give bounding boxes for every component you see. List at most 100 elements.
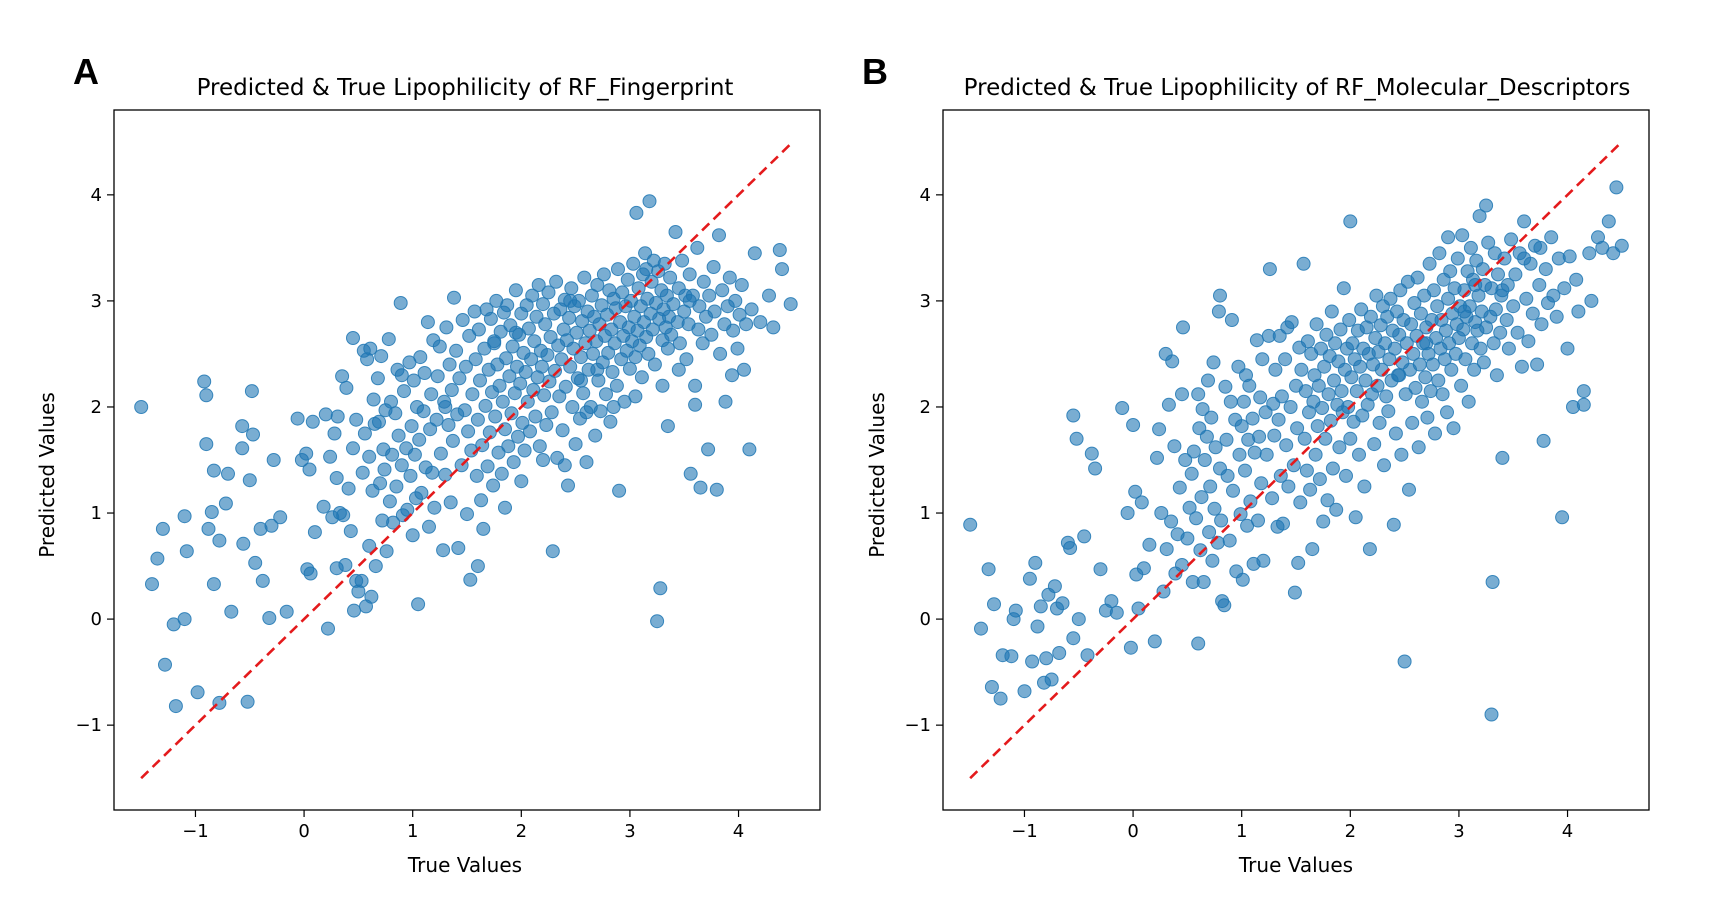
data-point: [388, 406, 403, 421]
data-point: [707, 304, 722, 319]
data-point: [1353, 359, 1368, 374]
data-point: [316, 499, 331, 514]
data-point: [1334, 384, 1349, 399]
data-point: [470, 559, 485, 574]
data-point: [1189, 511, 1204, 526]
data-point: [558, 379, 573, 394]
data-point: [537, 388, 552, 403]
data-point: [688, 397, 703, 412]
data-point: [726, 323, 741, 338]
data-point: [1136, 561, 1151, 576]
data-point: [494, 466, 509, 481]
data-point: [1341, 400, 1356, 414]
data-point: [465, 387, 480, 402]
data-point: [177, 509, 192, 524]
data-point: [527, 334, 542, 349]
data-point: [384, 394, 398, 409]
data-point: [713, 346, 728, 361]
data-point: [536, 297, 550, 312]
data-point: [606, 400, 621, 414]
data-point: [488, 409, 503, 424]
data-point: [1311, 378, 1326, 393]
data-point: [318, 407, 333, 422]
data-point: [1443, 264, 1458, 279]
data-point: [1324, 304, 1339, 319]
x-tick-label-a: 0: [298, 821, 309, 842]
data-point: [303, 566, 318, 581]
data-point: [1450, 251, 1465, 266]
data-point: [1555, 510, 1570, 525]
data-point: [177, 612, 192, 627]
data-point: [381, 332, 396, 347]
data-point: [605, 365, 620, 379]
data-point: [725, 368, 739, 383]
data-point: [1201, 373, 1215, 388]
data-point: [612, 483, 627, 498]
data-point: [441, 418, 456, 432]
data-point: [290, 411, 305, 426]
data-point: [1178, 453, 1193, 467]
data-point: [1408, 380, 1423, 395]
data-point: [404, 419, 419, 434]
data-point: [1262, 262, 1277, 277]
data-point: [1402, 482, 1416, 497]
data-point: [511, 429, 525, 444]
data-point: [615, 285, 630, 300]
data-point: [1278, 352, 1293, 367]
data-point: [544, 405, 559, 420]
data-point: [429, 412, 444, 427]
data-point: [339, 380, 354, 395]
data-point: [1601, 214, 1616, 229]
data-point: [1226, 483, 1240, 498]
data-point: [1004, 649, 1019, 664]
data-point: [1088, 461, 1103, 476]
data-point: [197, 374, 212, 389]
data-point: [549, 274, 564, 289]
data-point: [564, 281, 579, 296]
data-point: [457, 403, 472, 418]
data-point: [536, 453, 550, 467]
data-point: [224, 604, 239, 619]
data-point: [483, 311, 498, 326]
data-point: [1294, 362, 1309, 377]
data-point: [1576, 384, 1591, 399]
data-point: [1517, 214, 1532, 229]
data-point: [732, 307, 747, 322]
data-point: [712, 228, 726, 243]
data-point: [744, 302, 759, 317]
data-point: [1315, 401, 1330, 415]
data-point: [1219, 432, 1234, 447]
data-point: [1463, 240, 1478, 255]
y-tick-label-a: 4: [91, 185, 102, 206]
data-point: [1456, 322, 1471, 337]
data-point: [439, 320, 454, 335]
data-point: [1312, 472, 1327, 487]
data-point: [451, 541, 466, 555]
y-axis-label-a: Predicted Values: [35, 392, 59, 558]
data-point: [753, 315, 768, 330]
data-point: [987, 597, 1001, 612]
data-point: [1253, 390, 1268, 405]
y-tick-label-b: 0: [920, 609, 931, 630]
data-point: [373, 476, 388, 491]
data-point: [341, 481, 356, 496]
data-point: [1407, 296, 1422, 310]
data-point: [626, 256, 641, 271]
data-point: [664, 327, 679, 342]
data-point: [568, 437, 583, 452]
data-point: [1426, 283, 1441, 298]
data-point: [1420, 410, 1435, 425]
data-point: [1410, 270, 1425, 285]
data-point: [502, 369, 517, 384]
data-point: [1172, 480, 1187, 495]
data-point: [1286, 458, 1301, 473]
data-point: [1284, 315, 1299, 330]
x-tick-label-b: 0: [1127, 821, 1138, 842]
data-point: [565, 400, 580, 414]
y-tick-label-a: −1: [75, 715, 102, 736]
data-point: [1392, 368, 1407, 383]
data-point: [1441, 230, 1456, 245]
data-point: [1308, 447, 1323, 462]
data-point: [599, 387, 613, 402]
data-point: [679, 352, 694, 367]
